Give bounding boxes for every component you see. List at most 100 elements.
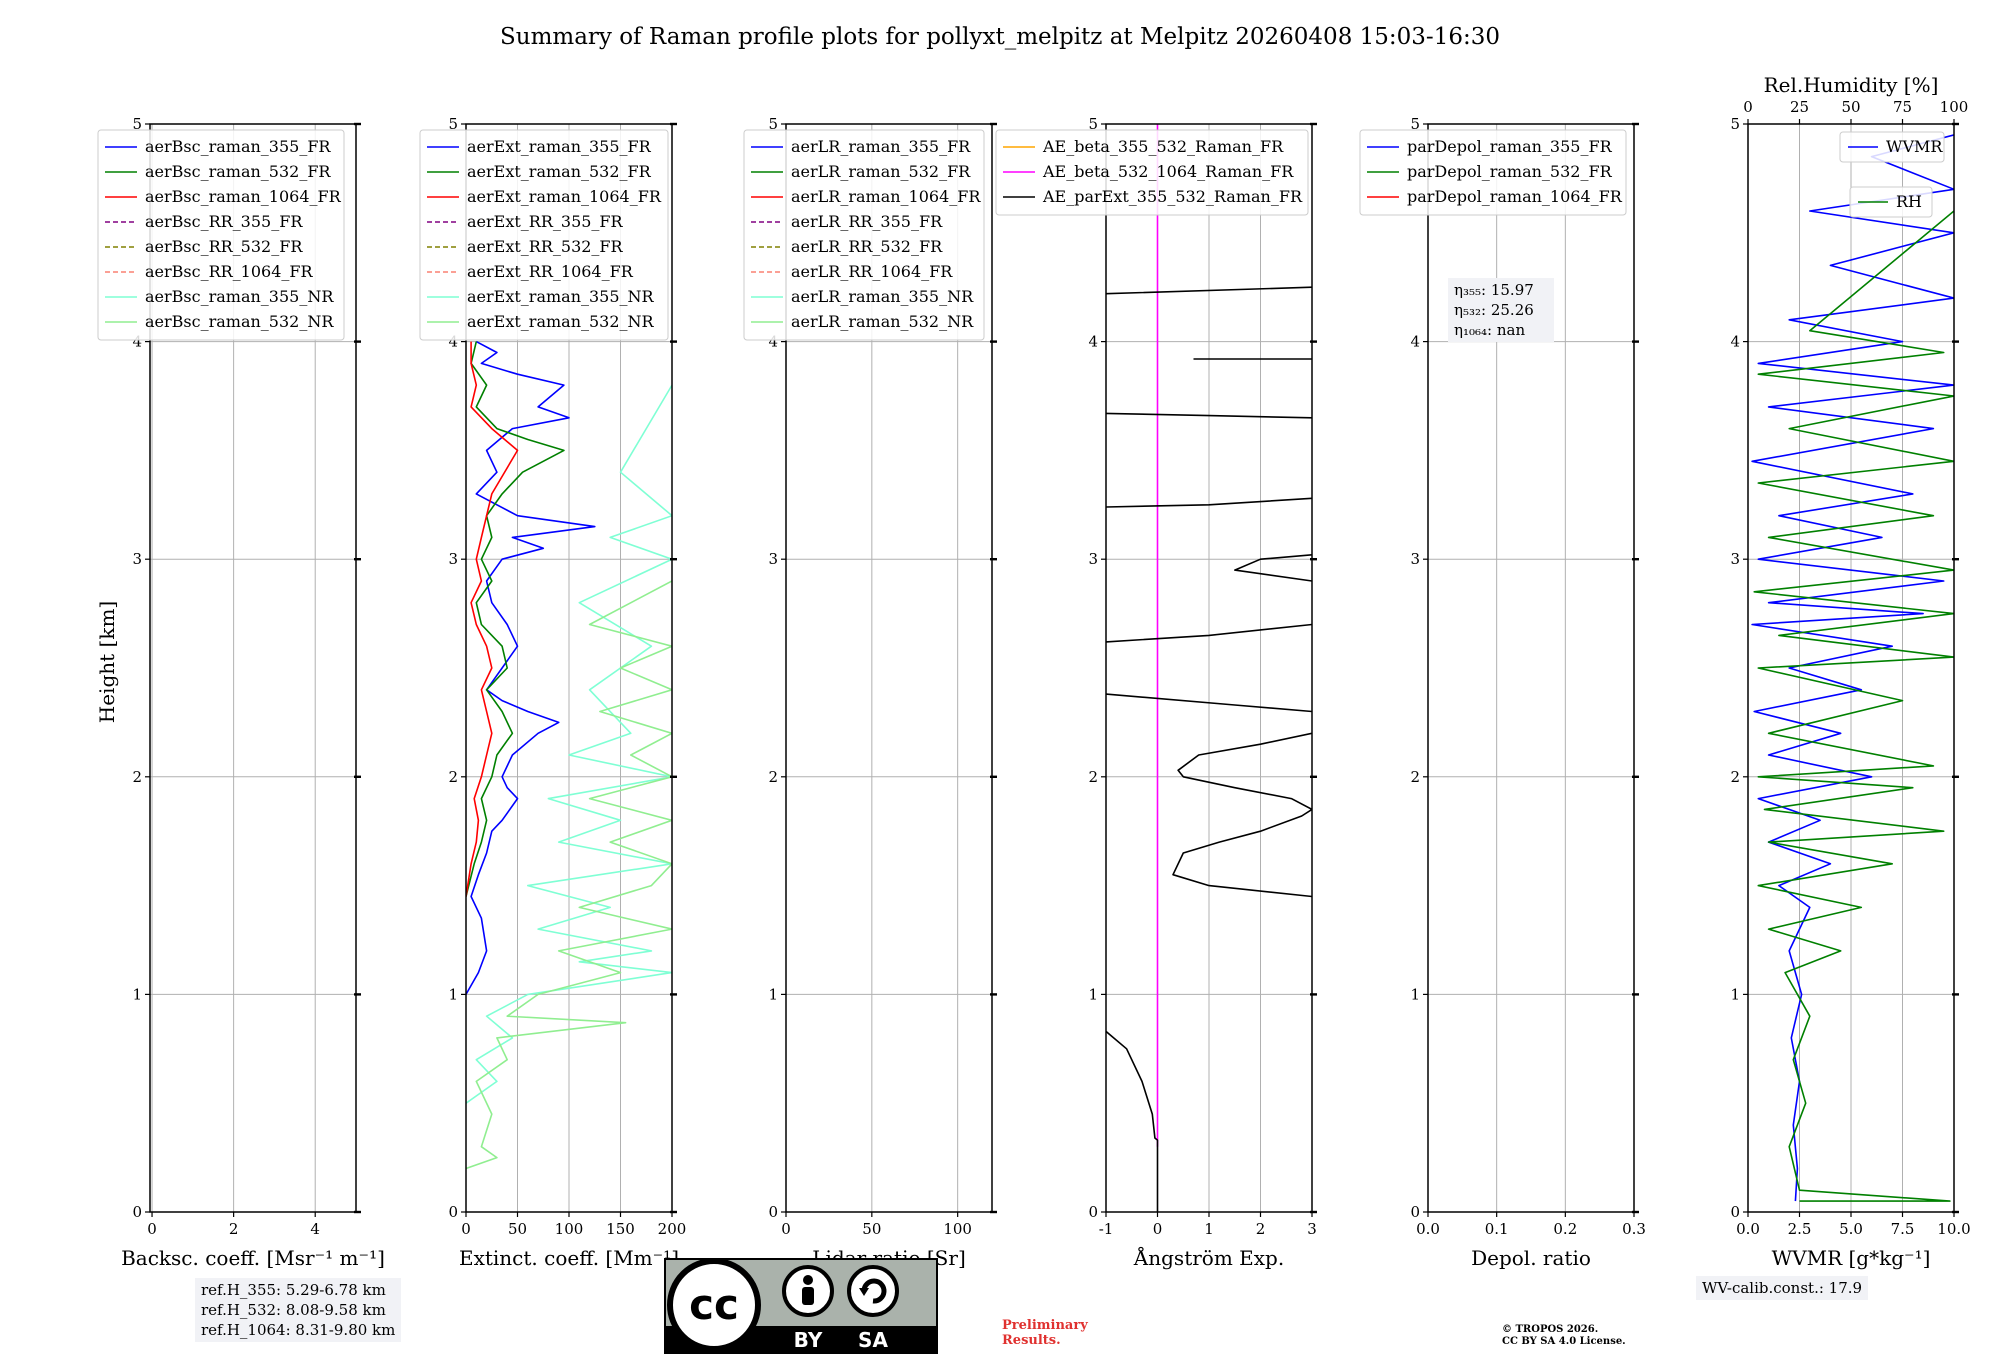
legend-label: aerLR_raman_355_FR bbox=[791, 137, 971, 156]
plot-frame bbox=[149, 123, 357, 1213]
y-tick-label: 4 bbox=[1410, 333, 1420, 351]
ref-height-355: ref.H_355: 5.29-6.78 km bbox=[201, 1281, 386, 1299]
series-group bbox=[466, 340, 672, 1170]
x-tick-label: 10.0 bbox=[1937, 1220, 1970, 1238]
y-tick-label: 1 bbox=[1730, 985, 1740, 1003]
legend-label: aerLR_raman_1064_FR bbox=[791, 187, 981, 206]
x-axis-label: Depol. ratio bbox=[1471, 1246, 1591, 1270]
top-x-axis-label: Rel.Humidity [%] bbox=[1764, 73, 1939, 97]
share-alike-icon bbox=[847, 1265, 899, 1317]
y-tick-label: 1 bbox=[768, 985, 778, 1003]
y-tick-label: 4 bbox=[448, 333, 458, 351]
wv-calibration-constant: WV-calib.const.: 17.9 bbox=[1702, 1279, 1863, 1297]
eta-1064: η₁₀₆₄: nan bbox=[1454, 321, 1526, 339]
x-tick-label: 50 bbox=[862, 1220, 881, 1238]
x-tick-label: 2.5 bbox=[1788, 1220, 1812, 1238]
top-x-tick-label: 0 bbox=[1743, 98, 1753, 116]
x-tick-label: 1 bbox=[1204, 1220, 1214, 1238]
x-tick-label: 7.5 bbox=[1891, 1220, 1915, 1238]
legend-box bbox=[1849, 186, 1933, 218]
x-tick-label: 150 bbox=[606, 1220, 635, 1238]
y-tick-label: 4 bbox=[1088, 333, 1098, 351]
series-line-RH bbox=[1753, 210, 1954, 1202]
x-tick-label: 100 bbox=[943, 1220, 972, 1238]
x-axis-label: WVMR [g*kg⁻¹] bbox=[1772, 1246, 1931, 1270]
series-group bbox=[1751, 134, 1954, 1202]
copyright-line-1: © TROPOS 2026. bbox=[1502, 1324, 1599, 1335]
cc-logo-text: cc bbox=[689, 1280, 739, 1329]
figure-title: Summary of Raman profile plots for polly… bbox=[500, 24, 1500, 50]
y-tick-label: 3 bbox=[1088, 550, 1098, 568]
x-axis-label: Extinct. coeff. [Mm⁻¹] bbox=[459, 1246, 679, 1270]
top-x-tick-label: 50 bbox=[1841, 98, 1860, 116]
ref-height-1064: ref.H_1064: 8.31-9.80 km bbox=[201, 1321, 396, 1339]
legend-label: aerBsc_raman_1064_FR bbox=[145, 187, 342, 206]
legend-label: aerBsc_RR_355_FR bbox=[145, 212, 303, 231]
y-tick-label: 2 bbox=[132, 768, 142, 786]
legend-label: aerBsc_raman_355_FR bbox=[145, 137, 331, 156]
y-tick-label: 0 bbox=[1088, 1203, 1098, 1221]
legend-label: aerLR_raman_532_NR bbox=[791, 312, 974, 331]
x-tick-label: 0 bbox=[1153, 1220, 1163, 1238]
legend-label: AE_beta_355_532_Raman_FR bbox=[1042, 137, 1284, 156]
preliminary-line-1: Preliminary bbox=[1002, 1318, 1088, 1333]
y-tick-label: 5 bbox=[768, 115, 778, 133]
x-tick-label: 50 bbox=[508, 1220, 527, 1238]
x-tick-label: 0.2 bbox=[1553, 1220, 1577, 1238]
y-tick-label: 5 bbox=[1410, 115, 1420, 133]
series-line-aerExt_raman_532_NR bbox=[466, 580, 672, 1170]
legend-label: aerExt_RR_532_FR bbox=[467, 237, 624, 256]
legend-label: aerBsc_RR_1064_FR bbox=[145, 262, 314, 281]
y-tick-label: 4 bbox=[768, 333, 778, 351]
legend-label: aerBsc_raman_532_FR bbox=[145, 162, 331, 181]
legend-lidar_ratio: aerLR_raman_355_FR aerLR_raman_532_FR aerL… bbox=[743, 129, 985, 341]
y-tick-label: 0 bbox=[1410, 1203, 1420, 1221]
legend-label: aerLR_RR_532_FR bbox=[791, 237, 943, 256]
y-tick-label: 0 bbox=[132, 1203, 142, 1221]
legend-label: aerLR_RR_1064_FR bbox=[791, 262, 953, 281]
eta-532: η₅₃₂: 25.26 bbox=[1454, 301, 1534, 319]
top-x-tick-label: 25 bbox=[1790, 98, 1809, 116]
legend-box bbox=[995, 129, 1309, 216]
series-line-WVMR bbox=[1751, 134, 1954, 1202]
x-tick-label: 2 bbox=[229, 1220, 239, 1238]
x-axis-label: Ångström Exp. bbox=[1133, 1245, 1284, 1270]
y-tick-label: 1 bbox=[1088, 985, 1098, 1003]
legend-RH: RH bbox=[1849, 186, 1933, 218]
y-tick-label: 2 bbox=[448, 768, 458, 786]
eta-355: η₃₅₅: 15.97 bbox=[1454, 281, 1534, 299]
legend-box bbox=[743, 129, 985, 341]
legend-label: AE_parExt_355_532_Raman_FR bbox=[1042, 187, 1303, 206]
eta-box: η₃₅₅: 15.97 η₅₃₂: 25.26 η₁₀₆₄: nan bbox=[1448, 278, 1554, 342]
preliminary-note: Preliminary Results. bbox=[1002, 1318, 1088, 1348]
reference-height-box: ref.H_355: 5.29-6.78 km ref.H_532: 8.08-… bbox=[195, 1278, 402, 1342]
x-tick-label: 2 bbox=[1256, 1220, 1266, 1238]
y-tick-label: 3 bbox=[448, 550, 458, 568]
legend-label: aerLR_RR_355_FR bbox=[791, 212, 943, 231]
y-tick-label: 2 bbox=[1730, 768, 1740, 786]
legend-label: AE_beta_532_1064_Raman_FR bbox=[1042, 162, 1294, 181]
x-tick-label: 3 bbox=[1307, 1220, 1317, 1238]
y-tick-label: 4 bbox=[132, 333, 142, 351]
panel-backscatter: 0 1 2 3 4 5 0 2 4 Backsc. coeff. [Msr⁻¹ m⁻¹] aerBs… bbox=[97, 115, 385, 1270]
cc-by-sa-license-badge: cc BY SA bbox=[664, 1258, 938, 1354]
legend-box bbox=[1839, 131, 1945, 163]
y-tick-label: 3 bbox=[132, 550, 142, 568]
x-tick-label: 0.0 bbox=[1736, 1220, 1760, 1238]
legend-extinction: aerExt_raman_355_FR aerExt_raman_532_FRae… bbox=[419, 129, 669, 341]
legend-label: parDepol_raman_1064_FR bbox=[1407, 187, 1623, 206]
legend-label: aerExt_raman_1064_FR bbox=[467, 187, 662, 206]
series-line-aerExt_raman_355_NR bbox=[466, 384, 672, 1104]
plot-frame bbox=[1427, 123, 1635, 1213]
legend-label: aerBsc_raman_355_NR bbox=[145, 287, 334, 306]
copyright-note: © TROPOS 2026. CC BY SA 4.0 License. bbox=[1502, 1324, 1626, 1348]
x-tick-label: 200 bbox=[658, 1220, 687, 1238]
legend-box bbox=[97, 129, 345, 341]
plot-frame bbox=[785, 123, 993, 1213]
legend-label: aerExt_raman_532_FR bbox=[467, 162, 652, 181]
series-group bbox=[1106, 124, 1312, 1212]
x-axis-label: Backsc. coeff. [Msr⁻¹ m⁻¹] bbox=[121, 1246, 385, 1270]
